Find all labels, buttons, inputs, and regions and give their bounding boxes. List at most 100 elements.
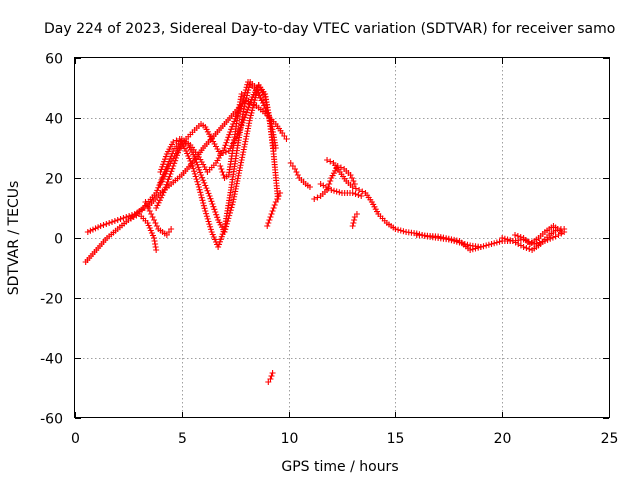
point-cluster <box>544 234 556 243</box>
data-point <box>114 217 121 223</box>
point-cluster <box>348 175 357 184</box>
point-cluster <box>190 165 202 188</box>
axis-ticks <box>75 58 610 419</box>
point-cluster <box>116 218 130 231</box>
series-sat-b <box>84 97 290 235</box>
point-cluster <box>138 213 149 224</box>
point-cluster <box>171 141 184 167</box>
point-cluster <box>395 226 407 235</box>
data-point <box>221 145 228 151</box>
point-cluster <box>170 173 183 186</box>
data-point <box>499 235 506 241</box>
point-cluster <box>212 123 226 137</box>
point-cluster <box>385 221 397 231</box>
point-cluster <box>230 117 240 149</box>
point-cluster <box>210 138 222 155</box>
data-point <box>161 187 168 193</box>
point-cluster <box>192 156 204 176</box>
y-tick-label: -20 <box>40 292 63 308</box>
point-cluster <box>531 242 542 252</box>
point-cluster <box>537 231 546 239</box>
data-point <box>392 226 399 232</box>
y-tick-label: 20 <box>45 172 63 188</box>
point-cluster <box>268 373 275 379</box>
point-cluster <box>512 239 524 249</box>
point-cluster <box>529 236 540 246</box>
data-point <box>267 376 274 382</box>
y-tick-label: 0 <box>54 232 63 248</box>
data-point <box>283 136 290 142</box>
point-cluster <box>491 238 503 247</box>
point-cluster <box>197 156 210 173</box>
series-sat-h <box>217 91 245 181</box>
point-cluster <box>469 244 482 253</box>
point-cluster <box>162 165 176 191</box>
point-cluster <box>234 108 247 149</box>
point-cluster <box>314 194 321 201</box>
x-tick-label: 0 <box>71 431 80 447</box>
point-cluster <box>218 166 227 178</box>
plot-frame <box>74 57 610 418</box>
point-cluster <box>338 171 348 182</box>
data-point <box>157 181 164 187</box>
data-point <box>217 163 224 169</box>
series-sat-r <box>512 223 566 247</box>
point-cluster <box>544 224 555 234</box>
data-point <box>317 181 324 187</box>
x-tick-label: 20 <box>494 431 512 447</box>
point-cluster <box>274 193 282 202</box>
data-point <box>170 139 177 145</box>
point-cluster <box>185 129 196 140</box>
point-cluster <box>370 201 381 215</box>
point-cluster <box>405 229 418 237</box>
point-cluster <box>206 162 217 173</box>
point-cluster <box>243 96 255 116</box>
point-cluster <box>257 84 267 95</box>
point-cluster <box>127 206 145 222</box>
point-cluster <box>186 144 197 158</box>
point-cluster <box>437 234 460 244</box>
data-point <box>272 199 279 205</box>
point-cluster <box>173 137 180 144</box>
point-cluster <box>533 238 546 247</box>
point-cluster <box>552 224 563 234</box>
series-sat-e <box>153 82 281 235</box>
point-cluster <box>196 186 208 212</box>
point-cluster <box>222 123 236 149</box>
data-point <box>97 223 104 229</box>
data-point <box>349 184 356 190</box>
point-cluster <box>332 162 342 173</box>
data-point <box>168 226 175 232</box>
point-cluster <box>165 141 175 155</box>
point-cluster <box>377 213 388 224</box>
point-cluster <box>223 111 237 125</box>
series-sat-l <box>311 163 358 202</box>
data-point <box>217 151 224 157</box>
point-cluster <box>84 249 98 263</box>
data-point <box>349 223 356 229</box>
point-cluster <box>154 189 167 209</box>
point-cluster <box>193 123 202 131</box>
point-cluster <box>480 241 492 250</box>
data-point <box>292 166 299 172</box>
data-point <box>324 157 331 163</box>
point-cluster <box>87 224 102 234</box>
data-point <box>559 229 566 235</box>
series-sat-f <box>157 79 266 250</box>
point-cluster <box>220 149 229 156</box>
x-tick-labels: 0 5 10 15 20 25 <box>71 431 618 447</box>
data-point <box>467 247 474 253</box>
series-sat-k <box>287 160 313 190</box>
point-cluster <box>352 185 359 192</box>
y-axis-label: SDTVAR / TECUs <box>6 181 22 296</box>
point-cluster <box>327 158 334 165</box>
point-cluster <box>270 153 281 200</box>
point-cluster <box>254 87 265 104</box>
point-cluster <box>158 153 169 173</box>
point-cluster <box>152 220 160 229</box>
x-tick-label: 15 <box>387 431 405 447</box>
data-point <box>269 370 276 376</box>
data-point <box>353 211 360 217</box>
data-point <box>347 172 354 178</box>
x-tick-label: 25 <box>601 431 619 447</box>
